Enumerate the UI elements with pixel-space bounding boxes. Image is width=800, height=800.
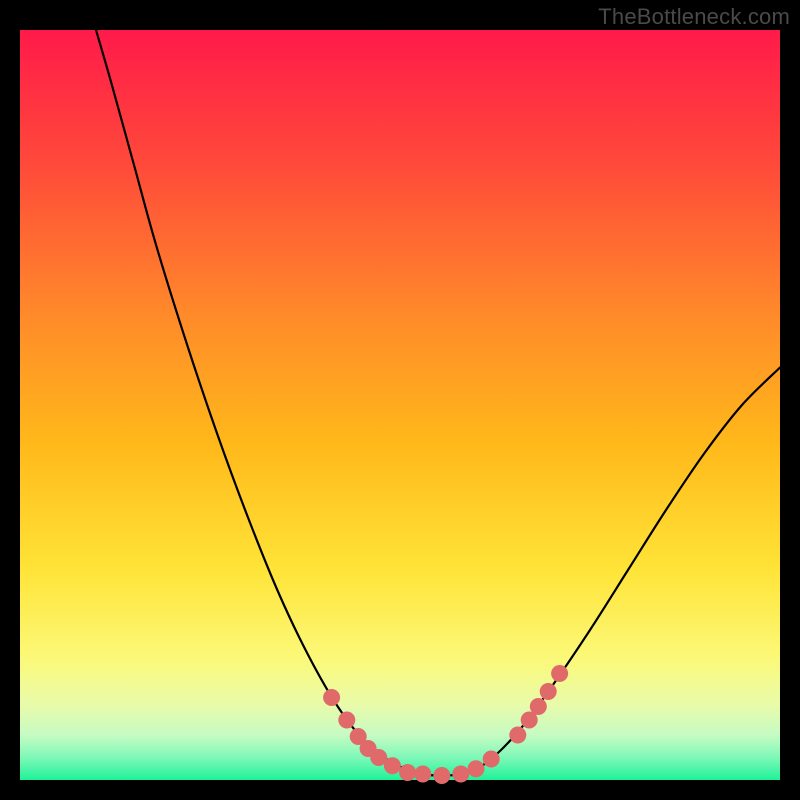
gradient-background: [20, 30, 780, 780]
curve-marker: [384, 757, 401, 774]
curve-marker: [540, 683, 557, 700]
curve-marker: [530, 698, 547, 715]
curve-marker: [338, 712, 355, 729]
curve-marker: [323, 689, 340, 706]
bottleneck-chart: [0, 0, 800, 800]
curve-marker: [483, 751, 500, 768]
curve-marker: [509, 727, 526, 744]
watermark-text: TheBottleneck.com: [598, 4, 790, 30]
curve-marker: [433, 767, 450, 784]
curve-marker: [452, 766, 469, 783]
curve-marker: [399, 764, 416, 781]
chart-container: TheBottleneck.com: [0, 0, 800, 800]
curve-marker: [468, 760, 485, 777]
curve-marker: [551, 665, 568, 682]
curve-marker: [414, 766, 431, 783]
